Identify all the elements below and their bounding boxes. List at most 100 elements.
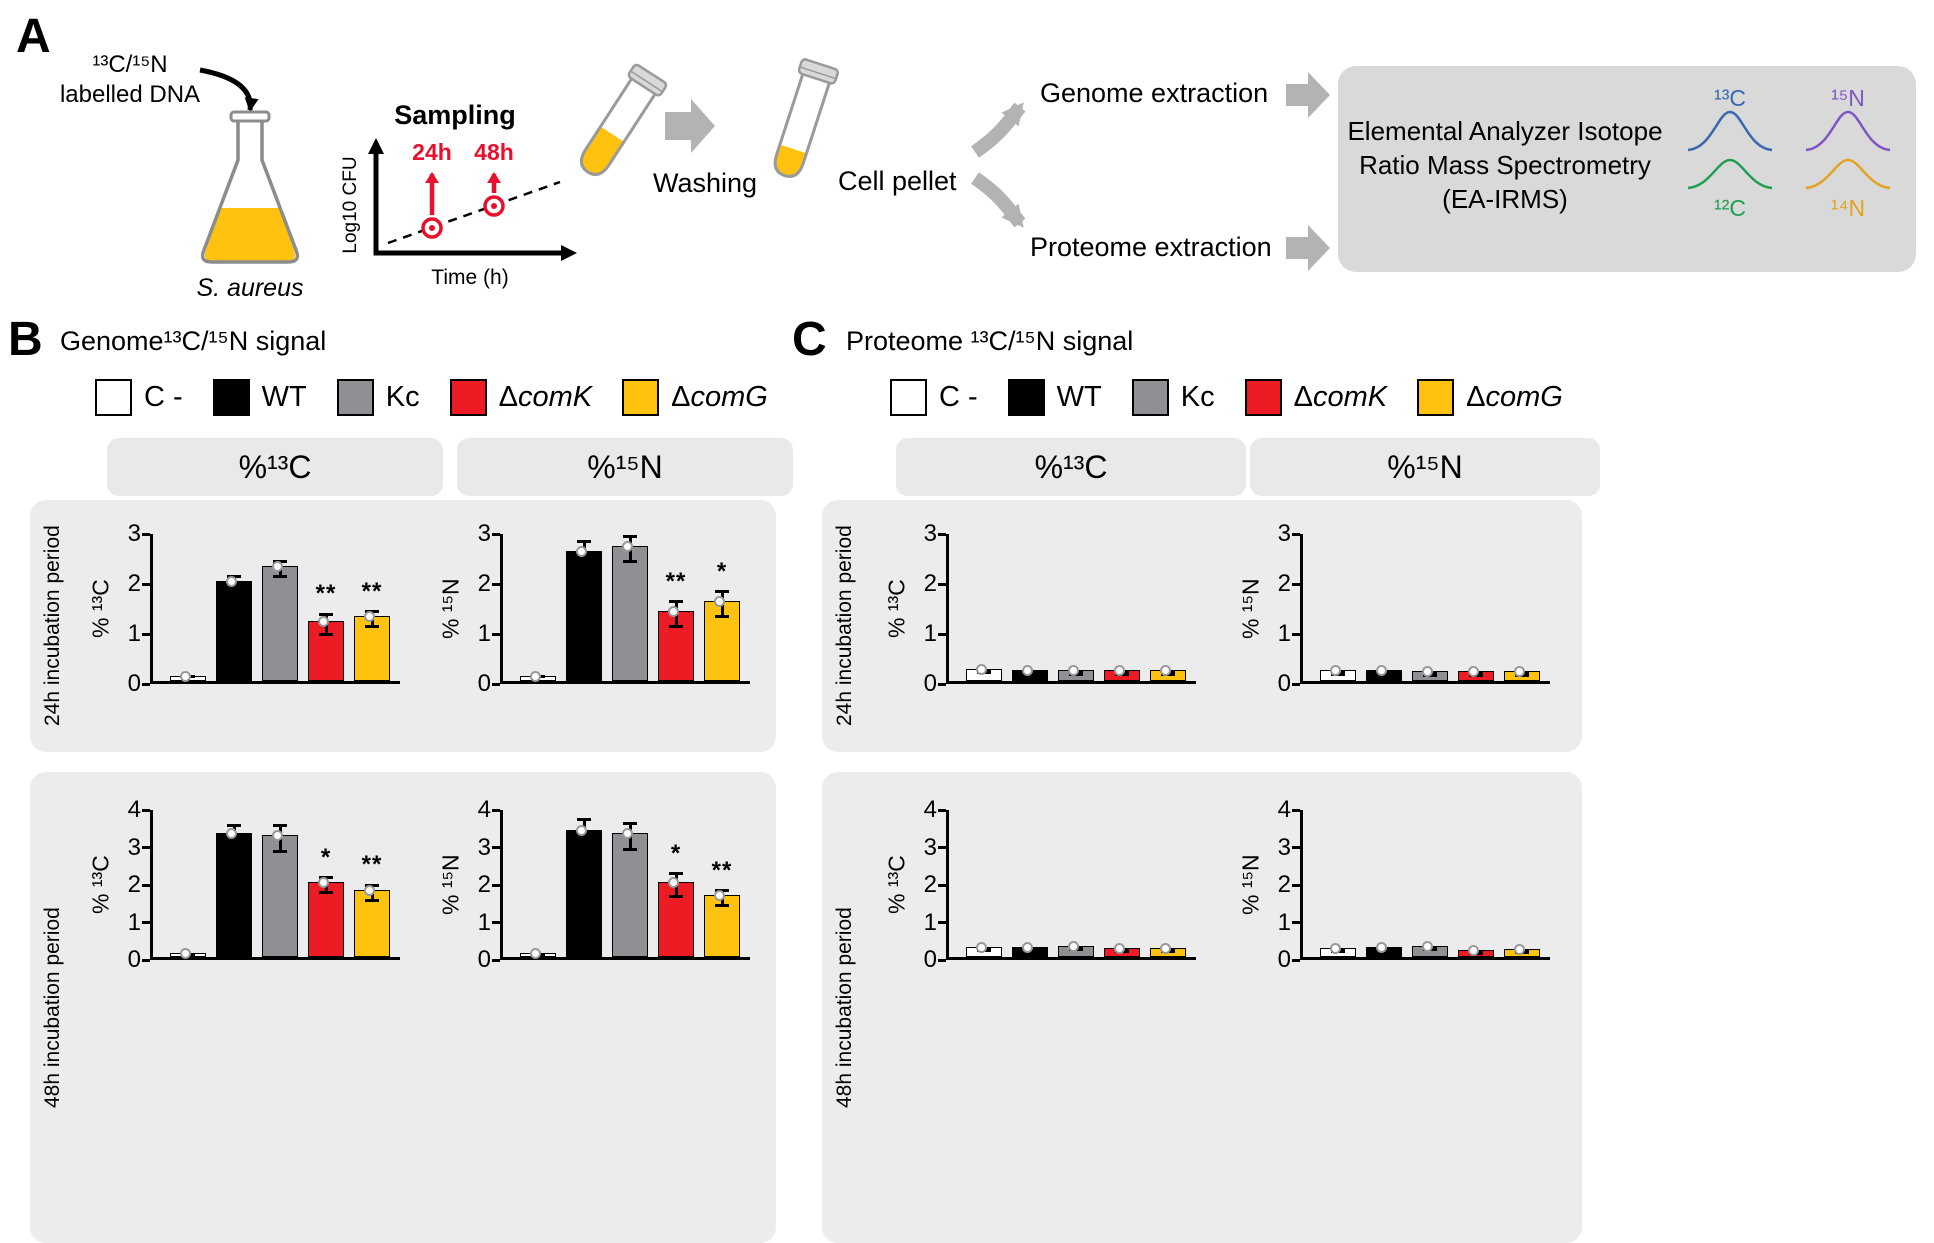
y-axis-label: % ¹⁵N bbox=[437, 578, 464, 640]
data-point bbox=[1514, 666, 1525, 677]
data-point bbox=[576, 824, 587, 836]
y-tick-label: 3 bbox=[1277, 833, 1291, 861]
legend-item: Kc bbox=[336, 378, 420, 416]
y-tick-mark bbox=[142, 632, 150, 636]
y-tick-mark bbox=[938, 682, 946, 686]
eairms-line3: (EA-IRMS) bbox=[1442, 184, 1568, 214]
significance-marker: * bbox=[320, 843, 332, 871]
y-tick-mark bbox=[938, 632, 946, 636]
data-point bbox=[668, 877, 679, 888]
y-tick-mark bbox=[938, 883, 946, 887]
legend-label: WT bbox=[261, 380, 307, 413]
data-point bbox=[1022, 665, 1033, 676]
y-tick-label: 1 bbox=[127, 908, 141, 936]
dna-to-flask-arrow bbox=[199, 67, 259, 112]
y-tick-mark bbox=[492, 532, 500, 536]
t24-datapoint-dot bbox=[429, 225, 435, 231]
y-tick-label: 1 bbox=[477, 908, 491, 936]
plot-area: 0 1 2 3 4 * ** bbox=[128, 796, 400, 973]
dna-label-line1: ¹³C/¹⁵N bbox=[92, 51, 167, 78]
y-tick-label: 3 bbox=[1277, 520, 1291, 547]
chart-b-48h-15n: % ¹⁵N 0 1 2 3 4 * ** bbox=[436, 788, 766, 1018]
legend-label: C - bbox=[144, 380, 183, 413]
y-tick-mark bbox=[142, 846, 150, 849]
y-tick-mark bbox=[938, 582, 946, 586]
washing-arrow bbox=[665, 99, 715, 153]
n15-label: ¹⁵N bbox=[1831, 85, 1865, 111]
error-cap-top bbox=[319, 612, 333, 616]
y-tick-mark bbox=[1292, 921, 1300, 924]
y-tick-mark bbox=[938, 808, 946, 812]
y-tick-label: 2 bbox=[127, 871, 141, 898]
bar-Kc bbox=[612, 546, 648, 681]
panel-b-row-48h: 48h incubation period % ¹³C 0 1 2 3 4 * ** % ¹⁵… bbox=[30, 772, 776, 1243]
plot-area: 0 1 2 3 bbox=[924, 520, 1196, 697]
plot-area: 0 1 2 3 bbox=[1278, 520, 1550, 697]
legend-item: C - bbox=[95, 378, 183, 416]
plot-area: 0 1 2 3 4 * ** bbox=[478, 796, 750, 973]
growth-trend-line bbox=[387, 180, 561, 245]
eairms-box bbox=[1338, 66, 1916, 272]
time-axis-label: Time (h) bbox=[431, 266, 508, 289]
c13-label: ¹³C bbox=[1714, 85, 1746, 111]
data-point bbox=[1422, 940, 1433, 952]
data-point bbox=[364, 884, 375, 896]
significance-marker: * bbox=[716, 557, 728, 585]
y-tick-label: 3 bbox=[923, 520, 937, 547]
panel-b-row-24h: 24h incubation period % ¹³C 0 1 2 3 ** ** % ¹⁵… bbox=[30, 500, 776, 752]
error-cap-bottom bbox=[227, 590, 241, 593]
sampling-title: Sampling bbox=[394, 100, 516, 130]
y-tick-mark bbox=[1292, 808, 1300, 812]
data-point bbox=[1468, 944, 1479, 956]
data-point bbox=[318, 877, 329, 888]
error-cap-bottom bbox=[365, 625, 379, 628]
y-tick-mark bbox=[1292, 582, 1300, 586]
data-point bbox=[622, 541, 633, 552]
sampling-plot: Sampling 24h 48h Log10 CFU Time (h) bbox=[340, 100, 577, 289]
washing-label: Washing bbox=[653, 168, 757, 198]
chart-c-24h-13c: % ¹³C 0 1 2 3 bbox=[882, 512, 1212, 742]
row-label-b-48h: 48h incubation period bbox=[41, 907, 64, 1108]
legend-label: ΔcomG bbox=[671, 380, 768, 413]
y-tick-label: 0 bbox=[127, 946, 141, 973]
legend-item: WT bbox=[212, 378, 307, 416]
data-point bbox=[180, 948, 191, 960]
y-tick-mark bbox=[1292, 532, 1300, 536]
panel-c-letter: C bbox=[792, 313, 827, 366]
panel-b-letter: B bbox=[8, 313, 43, 366]
y-tick-label: 0 bbox=[127, 670, 141, 697]
y-tick-mark bbox=[1292, 632, 1300, 636]
fork-arrow-proteome bbox=[971, 172, 1026, 228]
y-tick-mark bbox=[1292, 883, 1300, 887]
y-tick-label: 2 bbox=[923, 570, 937, 597]
y-tick-mark bbox=[938, 958, 946, 962]
plot-area: 0 1 2 3 ** * bbox=[478, 520, 750, 697]
legend-swatch bbox=[449, 378, 487, 416]
data-point bbox=[1068, 940, 1079, 952]
error-cap-bottom bbox=[669, 894, 683, 898]
data-point bbox=[714, 890, 725, 902]
data-point bbox=[1068, 665, 1079, 676]
data-point bbox=[1160, 942, 1171, 954]
cell-pellet-label: Cell pellet bbox=[838, 166, 957, 196]
data-point bbox=[668, 606, 679, 617]
data-point bbox=[976, 663, 987, 675]
legend-label: Kc bbox=[1180, 380, 1215, 413]
bar-Kc bbox=[262, 566, 298, 681]
fork-arrow-genome bbox=[971, 102, 1026, 158]
chart-b-24h-13c: % ¹³C 0 1 2 3 ** ** bbox=[86, 512, 416, 742]
legend-swatch bbox=[622, 378, 660, 416]
y-tick-mark bbox=[142, 808, 150, 812]
y-tick-label: 0 bbox=[1277, 946, 1291, 973]
error-cap-top bbox=[577, 540, 591, 543]
y-tick-mark bbox=[492, 808, 500, 812]
c12-label: ¹²C bbox=[1714, 195, 1746, 221]
significance-marker: ** bbox=[361, 577, 383, 605]
row-label-c-24h: 24h incubation period bbox=[833, 525, 856, 727]
y-tick-mark bbox=[142, 883, 150, 887]
data-point bbox=[1330, 942, 1341, 954]
y-tick-mark bbox=[492, 883, 500, 887]
panel-b-legend: C - WT Kc ΔcomK ΔcomG bbox=[95, 376, 768, 418]
data-point bbox=[1160, 665, 1171, 676]
y-tick-mark bbox=[1292, 682, 1300, 686]
